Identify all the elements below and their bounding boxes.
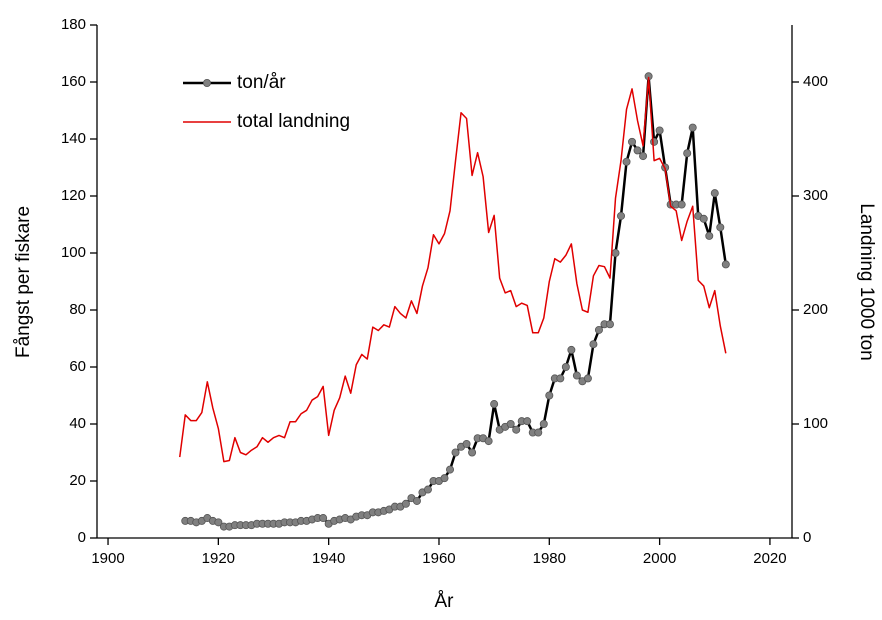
data-point [721,260,730,269]
data-point [214,518,223,527]
legend-label: ton/år [237,72,286,93]
data-point [572,371,581,380]
x-tick-label: 1940 [312,550,345,567]
data-point [545,391,554,400]
data-point [512,425,521,434]
data-point [628,137,637,146]
x-axis-label: År [435,591,455,612]
data-point [594,325,603,334]
data-point [617,211,626,220]
y-tick-label: 100 [61,244,86,261]
data-point [412,496,421,505]
data-point [650,137,659,146]
data-point [534,428,543,437]
data-point [423,485,432,494]
x-tick-label: 1960 [422,550,455,567]
data-point [683,149,692,158]
series-line [178,76,727,463]
data-point [490,400,499,409]
x-tick-label: 1920 [202,550,235,567]
data-point [716,223,725,232]
data-point [605,320,614,329]
y-tick-label: 60 [69,358,86,375]
data-point [639,152,648,161]
data-point [622,157,631,166]
data-point [319,514,328,523]
data-point [506,419,515,428]
y-tick-label: 160 [61,73,86,90]
x-tick-label: 2000 [643,550,676,567]
data-point [539,419,548,428]
y-tick-label: 80 [69,301,86,318]
data-point [633,146,642,155]
data-point [484,437,493,446]
data-point [583,374,592,383]
data-point [523,417,532,426]
y-tick-label: 180 [61,16,86,33]
series-line [185,75,728,528]
data-point [401,499,410,508]
x-tick-label: 1980 [533,550,566,567]
y-tick-label: 120 [61,187,86,204]
y2-tick-label: 200 [803,301,828,318]
x-tick-label: 1900 [91,550,124,567]
data-point [451,448,460,457]
data-point [705,231,714,240]
data-point [677,200,686,209]
y2-axis-label: Landning 1000 ton [856,203,877,360]
data-point [561,362,570,371]
y-axis-label: Fångst per fiskare [13,206,34,358]
y2-tick-label: 0 [803,529,811,546]
data-point [468,448,477,457]
y-tick-label: 140 [61,130,86,147]
data-point [655,126,664,135]
data-point [699,214,708,223]
legend-marker [202,79,211,88]
data-point [710,189,719,198]
y2-tick-label: 400 [803,73,828,90]
x-tick-label: 2020 [753,550,786,567]
data-point [556,374,565,383]
y2-tick-label: 300 [803,187,828,204]
legend-label: total landning [237,111,350,132]
data-point [611,248,620,257]
data-point [440,474,449,483]
y2-tick-label: 100 [803,415,828,432]
y-tick-label: 20 [69,472,86,489]
data-point [446,465,455,474]
y-tick-label: 0 [78,529,86,546]
y-tick-label: 40 [69,415,86,432]
data-point [462,439,471,448]
data-point [567,345,576,354]
data-point [589,340,598,349]
data-point [688,123,697,132]
